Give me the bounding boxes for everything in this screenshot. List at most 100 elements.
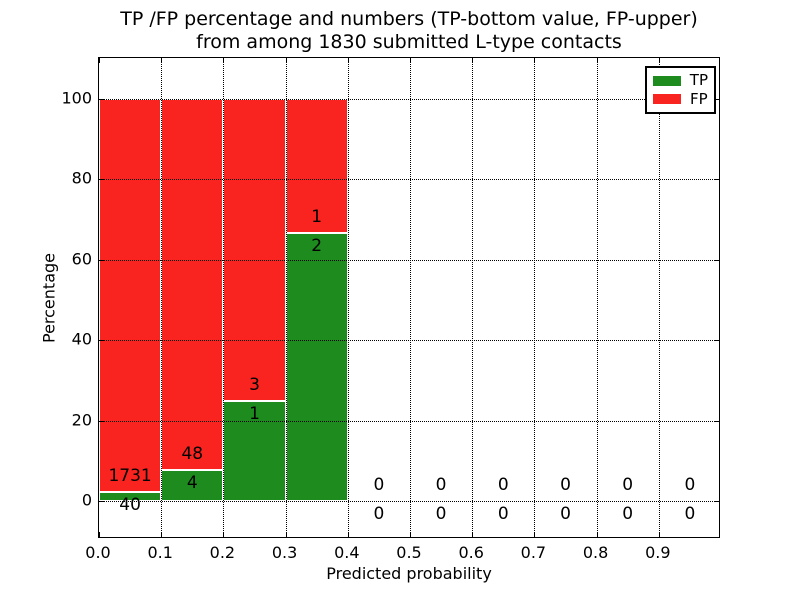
chart-title: TP /FP percentage and numbers (TP-bottom…: [98, 8, 720, 54]
y-tick-left-20: [99, 420, 104, 422]
x-tick-label-0.7: 0.7: [520, 543, 547, 562]
y-tick-left-60: [99, 259, 104, 261]
tp-count-label: 0: [684, 504, 696, 524]
x-tick-label-0.0: 0.0: [85, 543, 111, 562]
x-tick-bottom-0.8: [596, 532, 598, 537]
y-tick-right-20: [714, 420, 719, 422]
legend-item-fp: FP: [653, 89, 708, 108]
gridline-x-0.9: [658, 58, 660, 537]
fp-count-label: 0: [497, 475, 509, 495]
y-tick-right-0: [714, 501, 719, 502]
bar-tp-segment: [161, 470, 224, 501]
x-tick-label-0.9: 0.9: [645, 543, 671, 562]
fp-count-label: 0: [560, 475, 571, 495]
plot-area: 1731 40 48 4 3 1 1 2 0 0 0 0 0 0 0 0 0 0 0 0: [98, 57, 720, 538]
x-tick-label-0.3: 0.3: [271, 543, 298, 562]
x-tick-top-0.8: [596, 58, 598, 63]
x-tick-bottom-0.3: [285, 532, 287, 537]
fp-count-label: 0: [684, 475, 696, 495]
bar-tp-segment: [285, 233, 348, 501]
x-tick-label-0.6: 0.6: [458, 543, 484, 562]
tp-count-label: 4: [186, 473, 198, 494]
bar-fp-segment: [223, 99, 286, 401]
tp-count-label: 0: [622, 504, 634, 524]
fp-count-label: 0: [622, 475, 634, 495]
gridline-x-0.5: [410, 58, 411, 537]
x-tick-top-0.1: [161, 58, 163, 63]
y-tick-label-40: 40: [71, 329, 92, 349]
x-tick-top-0.4: [347, 58, 349, 63]
y-tick-right-100: [714, 99, 719, 100]
gridline-y-20: [99, 420, 719, 422]
x-tick-bottom-0.0: [99, 532, 100, 537]
y-tick-label-0: 0: [81, 490, 92, 510]
y-tick-left-40: [99, 340, 104, 342]
bar-fp-segment: [161, 99, 224, 471]
x-tick-bottom-0.9: [658, 532, 660, 537]
chart-title-line2: from among 1830 submitted L-type contact…: [196, 31, 622, 53]
gridline-y-100: [99, 99, 719, 100]
gridline-x-0.6: [472, 58, 474, 537]
tp-count-label: 0: [560, 504, 571, 524]
y-tick-label-60: 60: [71, 249, 92, 269]
x-tick-bottom-0.7: [534, 532, 536, 537]
x-tick-bottom-0.4: [347, 532, 349, 537]
x-tick-bottom-0.6: [472, 532, 474, 537]
gridline-x-0.2: [223, 58, 225, 537]
tp-count-label: 2: [311, 236, 323, 256]
x-tick-label-0.1: 0.1: [147, 543, 173, 562]
bar-tp-segment: [99, 491, 162, 501]
x-tick-top-0.0: [99, 58, 100, 63]
fp-count-label: 1731: [108, 465, 152, 486]
y-tick-left-80: [99, 179, 104, 181]
x-tick-label-0.2: 0.2: [209, 543, 236, 562]
gridline-x-0.8: [596, 58, 598, 537]
tp-count-label: 40: [119, 494, 141, 515]
fp-count-label: 0: [435, 475, 447, 495]
y-tick-right-60: [714, 259, 719, 261]
tp-count-label: 0: [373, 504, 385, 524]
chart-title-line1: TP /FP percentage and numbers (TP-bottom…: [120, 8, 698, 30]
tp-count-label: 1: [249, 403, 260, 424]
y-tick-right-40: [714, 340, 719, 342]
y-tick-right-80: [714, 179, 719, 181]
x-tick-top-0.3: [285, 58, 287, 63]
x-tick-top-0.5: [410, 58, 411, 63]
y-tick-left-100: [99, 99, 104, 100]
tp-count-label: 0: [497, 504, 509, 524]
x-tick-bottom-0.2: [223, 532, 225, 537]
x-tick-top-0.7: [534, 58, 536, 63]
gridline-x-0.4: [347, 58, 349, 537]
tp-swatch-icon: [653, 75, 681, 86]
y-tick-label-100: 100: [61, 88, 92, 108]
gridline-y-0: [99, 501, 719, 502]
x-tick-top-0.9: [658, 58, 660, 63]
legend-label-fp: FP: [690, 89, 708, 108]
legend-item-tp: TP: [653, 73, 708, 88]
gridline-x-0.3: [285, 58, 287, 537]
gridline-x-0.1: [161, 58, 163, 537]
x-axis-label: Predicted probability: [326, 564, 492, 583]
x-tick-label-0.5: 0.5: [396, 543, 422, 562]
x-tick-top-0.2: [223, 58, 225, 63]
x-tick-label-0.8: 0.8: [582, 543, 609, 562]
legend: TP FP: [645, 66, 716, 114]
gridline-y-60: [99, 259, 719, 261]
gridline-x-0.7: [534, 58, 536, 537]
tp-count-label: 0: [435, 504, 447, 524]
y-tick-label-20: 20: [71, 410, 92, 430]
bar-tp-segment: [223, 400, 286, 501]
fp-count-label: 48: [181, 444, 204, 465]
fp-count-label: 1: [311, 207, 323, 227]
y-tick-left-0: [99, 501, 104, 502]
x-tick-bottom-0.1: [161, 532, 163, 537]
fp-count-label: 0: [373, 475, 385, 495]
fp-count-label: 3: [249, 374, 260, 395]
legend-label-tp: TP: [689, 71, 708, 90]
x-tick-top-0.6: [472, 58, 474, 63]
gridline-y-40: [99, 340, 719, 342]
bar-fp-segment: [99, 99, 162, 492]
x-tick-bottom-0.5: [410, 532, 411, 537]
x-tick-label-0.4: 0.4: [334, 543, 360, 562]
